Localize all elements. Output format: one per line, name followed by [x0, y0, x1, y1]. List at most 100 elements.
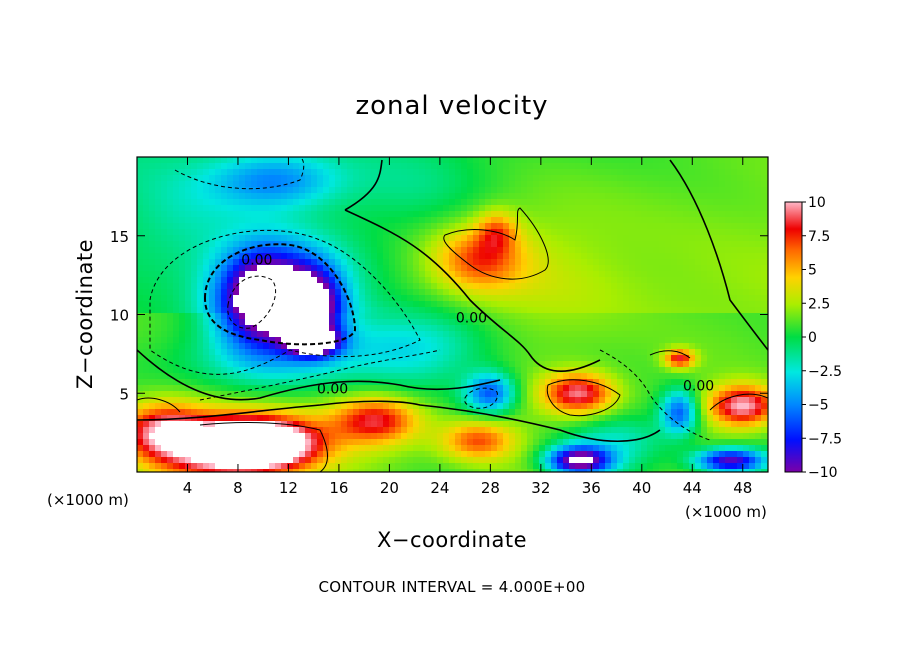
field-cell	[599, 373, 606, 380]
field-cell	[167, 259, 174, 266]
field-cell	[245, 301, 252, 308]
field-cell	[317, 175, 324, 182]
field-cell	[509, 379, 516, 386]
field-cell	[443, 187, 450, 194]
field-cell	[221, 181, 228, 188]
field-cell	[557, 391, 564, 398]
field-cell	[485, 367, 492, 374]
field-cell	[623, 391, 630, 398]
field-cell	[263, 157, 270, 164]
field-cell	[239, 415, 246, 422]
field-cell	[203, 307, 210, 314]
field-cell	[377, 349, 384, 356]
field-cell	[581, 433, 588, 440]
field-cell	[149, 379, 156, 386]
field-cell	[227, 289, 234, 296]
field-cell	[593, 349, 600, 356]
field-cell	[695, 373, 702, 380]
field-cell	[311, 253, 318, 260]
field-cell	[377, 373, 384, 380]
field-cell	[341, 199, 348, 206]
field-cell	[629, 229, 636, 236]
field-cell	[227, 319, 234, 326]
field-cell	[299, 331, 306, 338]
field-cell	[323, 319, 330, 326]
field-cell	[509, 445, 516, 452]
field-cell	[467, 451, 474, 458]
field-cell	[233, 343, 240, 350]
field-cell	[233, 223, 240, 230]
field-cell	[389, 271, 396, 278]
field-cell	[455, 211, 462, 218]
field-cell	[185, 181, 192, 188]
field-cell	[257, 265, 264, 272]
field-cell	[653, 187, 660, 194]
field-cell	[221, 397, 228, 404]
field-cell	[533, 235, 540, 242]
field-cell	[371, 451, 378, 458]
field-cell	[311, 451, 318, 458]
field-cell	[143, 313, 150, 320]
field-cell	[215, 349, 222, 356]
field-cell	[293, 229, 300, 236]
field-cell	[215, 463, 222, 470]
field-cell	[323, 463, 330, 470]
field-cell	[443, 445, 450, 452]
field-cell	[287, 427, 294, 434]
field-cell	[581, 343, 588, 350]
field-cell	[587, 199, 594, 206]
field-cell	[551, 391, 558, 398]
field-cell	[539, 217, 546, 224]
field-cell	[611, 181, 618, 188]
field-cell	[233, 403, 240, 410]
field-cell	[275, 193, 282, 200]
field-cell	[641, 163, 648, 170]
field-cell	[575, 361, 582, 368]
field-cell	[575, 319, 582, 326]
field-cell	[491, 205, 498, 212]
field-cell	[341, 409, 348, 416]
field-cell	[383, 439, 390, 446]
field-cell	[551, 229, 558, 236]
field-cell	[419, 265, 426, 272]
field-cell	[389, 355, 396, 362]
field-cell	[695, 433, 702, 440]
field-cell	[671, 259, 678, 266]
field-cell	[299, 169, 306, 176]
field-cell	[293, 403, 300, 410]
field-cell	[191, 265, 198, 272]
field-cell	[299, 397, 306, 404]
field-cell	[353, 343, 360, 350]
field-cell	[467, 283, 474, 290]
field-cell	[485, 241, 492, 248]
field-cell	[299, 469, 306, 472]
field-cell	[677, 427, 684, 434]
field-cell	[359, 319, 366, 326]
field-cell	[197, 271, 204, 278]
field-cell	[587, 349, 594, 356]
field-cell	[617, 451, 624, 458]
field-cell	[251, 163, 258, 170]
field-cell	[587, 325, 594, 332]
field-cell	[455, 223, 462, 230]
field-cell	[437, 253, 444, 260]
field-cell	[455, 247, 462, 254]
field-cell	[563, 175, 570, 182]
field-cell	[467, 295, 474, 302]
field-cell	[437, 283, 444, 290]
field-cell	[629, 391, 636, 398]
field-cell	[275, 445, 282, 452]
field-cell	[413, 295, 420, 302]
field-cell	[647, 199, 654, 206]
field-cell	[587, 373, 594, 380]
field-cell	[605, 181, 612, 188]
field-cell	[167, 235, 174, 242]
field-cell	[191, 307, 198, 314]
field-cell	[455, 319, 462, 326]
field-cell	[137, 235, 144, 242]
field-cell	[689, 175, 696, 182]
field-cell	[503, 409, 510, 416]
field-cell	[617, 205, 624, 212]
field-cell	[407, 325, 414, 332]
field-cell	[227, 295, 234, 302]
